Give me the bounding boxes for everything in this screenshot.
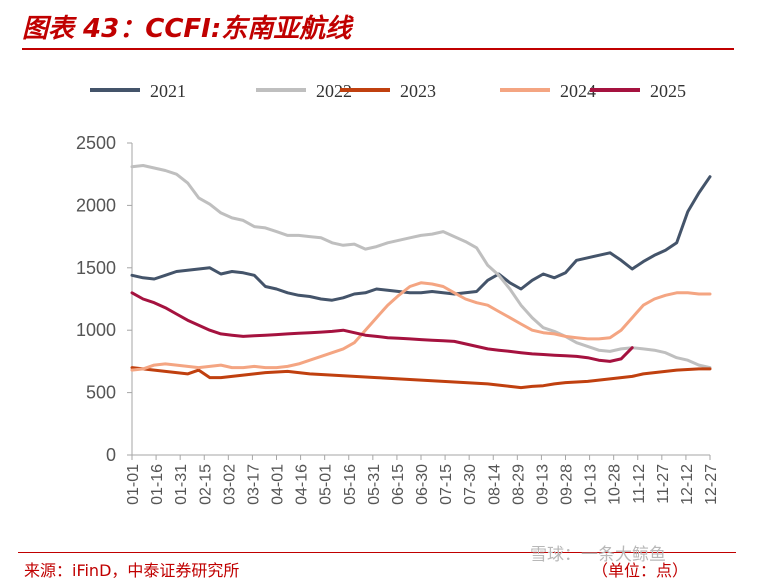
watermark: 雪球：一条大鲸鱼 [530, 545, 666, 565]
x-tick-label: 01-16 [149, 464, 166, 505]
x-tick-label: 10-13 [583, 464, 600, 505]
legend-label-2025: 2025 [650, 81, 686, 101]
x-tick-label: 11-12 [631, 464, 648, 504]
plot-lines [130, 164, 712, 390]
x-tick-label: 12-27 [703, 464, 720, 505]
y-tick-label: 0 [106, 445, 116, 465]
x-tick-label: 08-29 [510, 464, 527, 505]
x-tick-label: 10-28 [607, 464, 624, 505]
legend-label-2023: 2023 [400, 81, 436, 101]
x-tick-label: 05-16 [342, 464, 359, 505]
legend: 2021 2022 2023 2024 2025 [90, 81, 686, 101]
x-tick-label: 07-15 [438, 464, 455, 505]
x-tick-label: 06-15 [390, 464, 407, 505]
x-tick-label: 09-28 [559, 464, 576, 505]
y-tick-label: 2500 [76, 133, 116, 153]
series-line-2024 [130, 281, 712, 372]
x-tick-label: 08-14 [486, 464, 503, 505]
y-tick-label: 1000 [76, 320, 116, 340]
unit-note: （单位：点） [592, 561, 689, 580]
footer-rule [18, 552, 736, 553]
series-line-2021 [130, 175, 712, 302]
x-tick-label: 09-13 [534, 464, 551, 505]
x-tick-label: 03-02 [221, 464, 238, 505]
x-tick-label: 04-01 [270, 464, 287, 505]
series-line-2025 [130, 291, 634, 363]
x-tick-label: 05-01 [318, 464, 335, 505]
x-tick-label: 02-15 [197, 464, 214, 505]
x-tick-label: 11-27 [655, 464, 672, 504]
x-tick-label: 04-16 [294, 464, 311, 505]
source-note: 来源：iFinD，中泰证券研究所 [24, 561, 240, 580]
x-tick-label: 06-30 [414, 464, 431, 505]
chart-title: 图表 43：CCFI:东南亚航线 [22, 14, 352, 44]
x-tick-label: 01-01 [125, 464, 142, 505]
title-underline [22, 48, 734, 50]
series-line-2023 [130, 366, 712, 390]
legend-label-2024: 2024 [560, 81, 596, 101]
y-tick-label: 500 [86, 383, 116, 403]
legend-label-2021: 2021 [150, 81, 186, 101]
legend-label-2022: 2022 [316, 81, 352, 101]
x-axis: 01-01 01-16 01-31 02-15 03-02 03-17 04-01 04-16… [125, 454, 720, 505]
x-tick-label: 03-17 [245, 464, 262, 505]
x-tick-label: 12-12 [679, 464, 696, 505]
y-axis: 0 500 1000 1500 2000 2500 [76, 133, 133, 465]
x-tick-label: 01-31 [173, 464, 190, 505]
x-tick-label: 07-30 [462, 464, 479, 505]
x-tick-label: 05-31 [366, 464, 383, 505]
y-tick-label: 2000 [76, 195, 116, 215]
series-line-2022 [130, 164, 712, 370]
y-tick-label: 1500 [76, 258, 116, 278]
